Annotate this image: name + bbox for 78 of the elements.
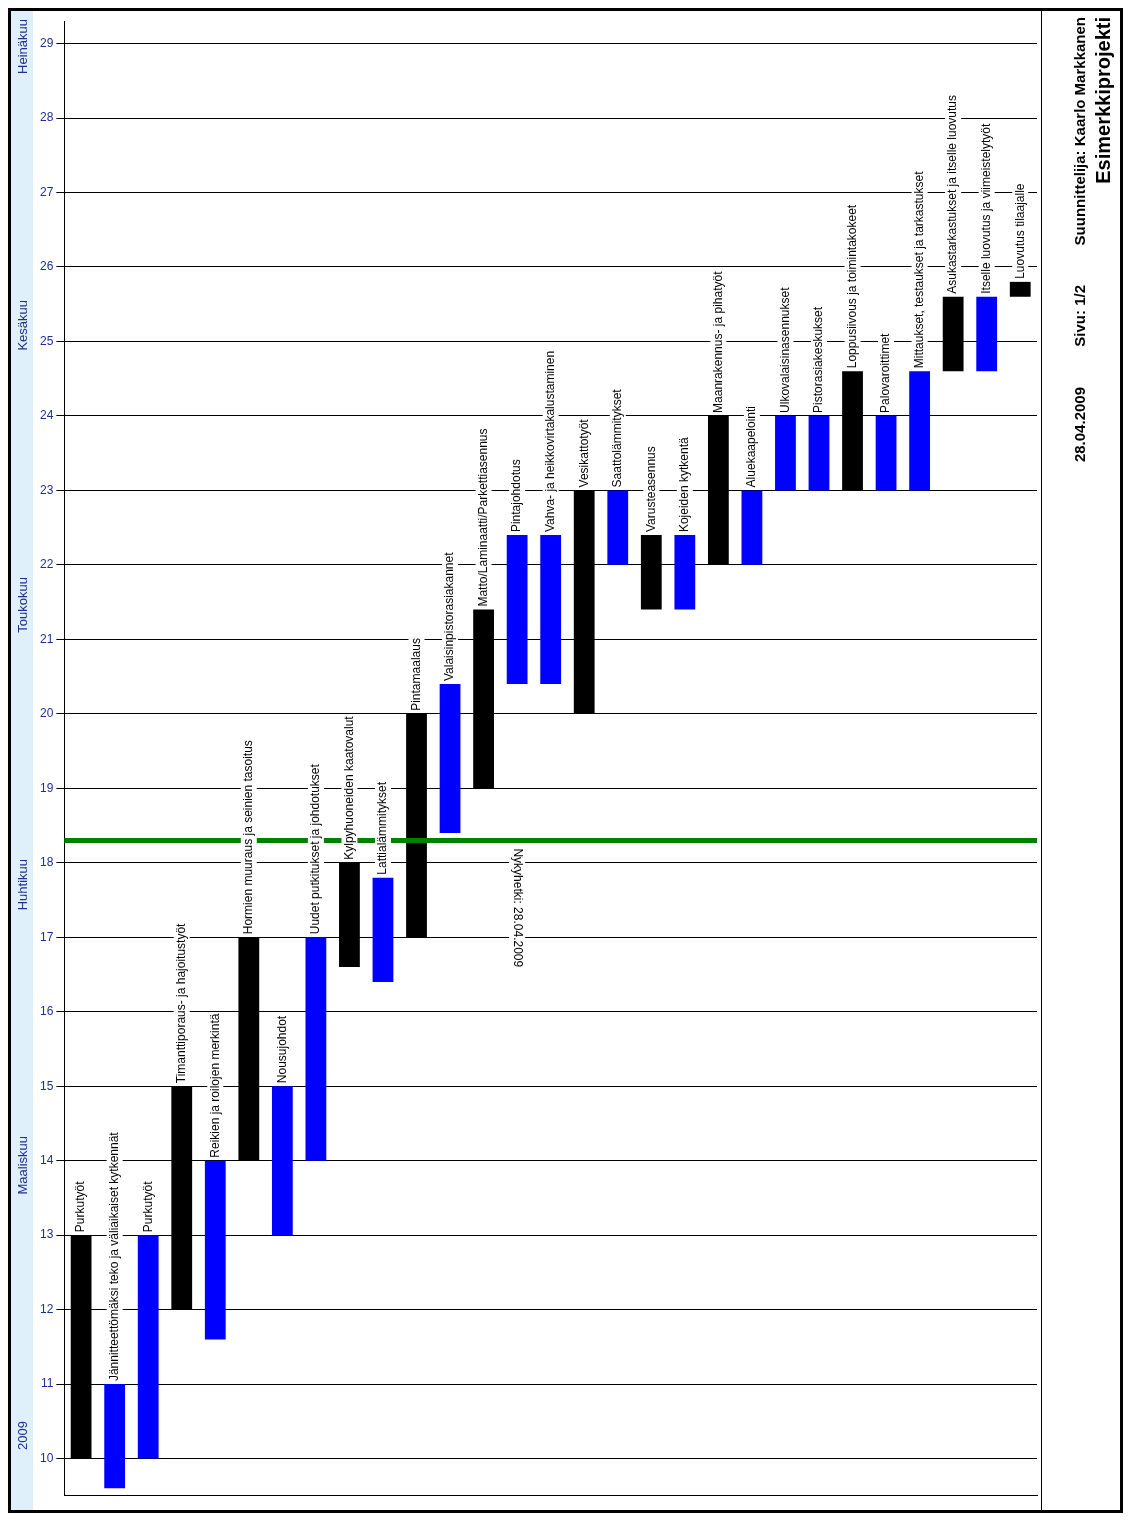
text: Maaliskuu <box>14 1136 30 1195</box>
bar <box>540 535 562 685</box>
x-tick-label: Saattolämmitykset <box>610 388 625 488</box>
bar <box>775 415 796 491</box>
x-tick-label: Asukastarkastukset ja itselle luovutus <box>945 94 960 294</box>
x-tick-label: Jännitteettömäksi teko ja väliaikaiset kytkennät <box>106 1131 121 1382</box>
x-tick-label: Kojeiden kytkentä <box>677 437 692 533</box>
y-tick-label: 22 <box>39 557 54 572</box>
x-tick-label: Vesikattotyöt <box>576 418 591 488</box>
text: 2009 <box>14 1421 30 1450</box>
y-tick-label: 17 <box>39 929 54 944</box>
y-tick-label: 18 <box>39 855 54 870</box>
bar <box>506 535 528 685</box>
y-tick-label: 28 <box>39 110 54 125</box>
y-tick-label: 29 <box>39 35 54 50</box>
bar <box>137 1235 159 1459</box>
y-tick-label: 10 <box>39 1450 54 1465</box>
y-tick-label: 14 <box>39 1152 54 1167</box>
y-tick-label: 27 <box>39 184 54 199</box>
x-tick-label: Pistorasiakeskukset <box>811 306 826 413</box>
x-tick-label: Aluekaapelointi <box>744 405 759 488</box>
x-tick-label: Timanttiporaus- ja hajoitustyöt <box>174 922 189 1084</box>
bar <box>204 1160 226 1340</box>
x-tick-label: Palovaroittimet <box>878 332 893 413</box>
x-tick-label: Purkutyöt <box>140 1180 155 1233</box>
y-tick-label: 23 <box>39 482 54 497</box>
text: Kesäkuu <box>14 300 30 351</box>
bar <box>976 296 998 372</box>
bar <box>439 684 461 833</box>
bar <box>674 535 696 610</box>
x-tick-label: Ulkovalaisinasennukset <box>777 286 792 413</box>
y-tick-label: 13 <box>39 1227 54 1242</box>
bar <box>607 490 629 565</box>
y-tick-label: 16 <box>39 1004 54 1019</box>
y-tick-label: 15 <box>39 1078 54 1093</box>
x-tick-label: Matto/Laminaatti/Parkettiasennus <box>475 428 490 607</box>
x-tick-label: Valaisinpistorasiakannet <box>442 551 457 682</box>
bar <box>305 937 327 1161</box>
x-tick-label: Loppusiivous ja toimintakokeet <box>844 204 859 369</box>
x-tick-label: Reikien ja roilojen merkintä <box>207 1013 222 1158</box>
y-tick-label: 25 <box>39 333 54 348</box>
x-tick-label: Luovutus tilaajalle <box>1012 183 1027 279</box>
text: Toukokuu <box>14 576 30 633</box>
bar <box>875 415 897 491</box>
bar <box>808 415 830 491</box>
x-tick-label: Itselle luovutus ja viimeistelytyöt <box>979 123 993 294</box>
x-tick-label: Vahva- ja heikkovirtakalustaminen <box>542 350 557 533</box>
x-tick-label: Mittaukset, testaukset ja tarkastukset <box>911 170 926 369</box>
x-tick-label: Uudet putkitukset ja johdotukset <box>308 763 323 935</box>
y-tick-label: 21 <box>39 631 54 646</box>
x-tick-label: Nousujohdot <box>274 1015 289 1084</box>
x-tick-label: Varusteasennus <box>643 446 658 533</box>
ref-line-label: Nykyhetki: 28.04.2009 <box>510 848 525 968</box>
x-tick-label: Lattialämmitykset <box>375 781 390 875</box>
x-tick-label: Maanrakennus- ja pihatyöt <box>710 270 725 413</box>
x-tick-label: Pintajohdotus <box>509 459 524 533</box>
y-tick-label: 11 <box>40 1376 54 1391</box>
y-tick-label: 12 <box>39 1301 54 1316</box>
text: Huhtikuu <box>14 858 30 911</box>
bar <box>372 877 394 982</box>
bar <box>741 490 763 565</box>
y-tick-label: 20 <box>39 706 54 721</box>
text: Heinäkuu <box>14 19 30 74</box>
text: Suunnittelija: Kaarlo Markkanen <box>1071 17 1088 246</box>
x-tick-label: Pintamaalaus <box>408 638 423 711</box>
y-tick-label: 24 <box>39 408 54 423</box>
y-tick-label: 26 <box>39 259 54 274</box>
text: Esimerkkiprojekti <box>1092 17 1115 184</box>
y-tick-label: 19 <box>39 780 54 795</box>
bar <box>271 1086 293 1236</box>
text: Sivu: 1/2 <box>1071 285 1088 348</box>
x-tick-label: Kylpyhuoneiden kaatovalut <box>341 715 356 860</box>
x-tick-label: Hormien muuraus ja seinien tasoitus <box>241 740 256 935</box>
bar <box>104 1384 126 1489</box>
x-tick-label: Purkutyöt <box>73 1180 88 1233</box>
bar <box>909 371 931 491</box>
text: 28.04.2009 <box>1071 387 1088 463</box>
bar <box>1009 281 1031 297</box>
